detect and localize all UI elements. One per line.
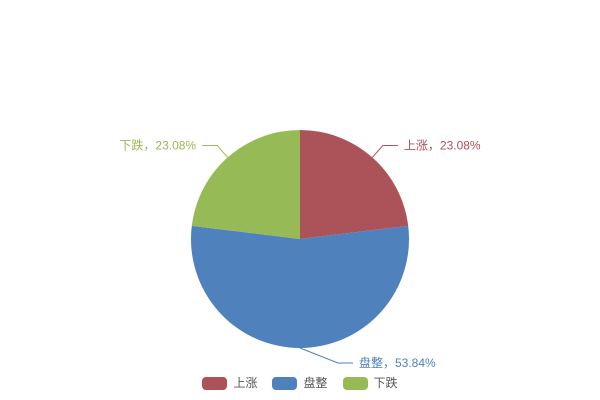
legend-label-盘整: 盘整 [303, 376, 328, 390]
label-lines [202, 144, 398, 364]
pie-slice-上涨[interactable] [300, 130, 409, 239]
pie-slice-盘整[interactable] [190, 225, 409, 348]
legend-marker-上涨 [202, 377, 228, 390]
legend-label-下跌: 下跌 [373, 376, 398, 390]
slice-label-下跌: 下跌，23.08% [119, 137, 196, 152]
legend-marker-盘整 [272, 377, 298, 390]
legend: 上涨 盘整 下跌 [0, 377, 600, 390]
label-line-下跌 [202, 144, 229, 158]
legend-item-下跌[interactable]: 下跌 [342, 376, 398, 390]
legend-marker-下跌 [342, 377, 368, 390]
label-line-上涨 [371, 144, 398, 158]
slice-label-上涨: 上涨，23.08% [404, 137, 481, 152]
legend-item-上涨[interactable]: 上涨 [202, 377, 257, 390]
legend-label-上涨: 上涨 [233, 376, 258, 390]
label-line-盘整 [299, 347, 353, 364]
slice-label-盘整: 盘整，53.84% [359, 355, 436, 370]
slice-labels: 上涨，23.08% 盘整，53.84% 下跌，23.08% [119, 137, 481, 370]
pie-slice-下跌[interactable] [191, 129, 300, 239]
pie-slices [190, 129, 409, 348]
legend-item-盘整[interactable]: 盘整 [272, 376, 328, 390]
